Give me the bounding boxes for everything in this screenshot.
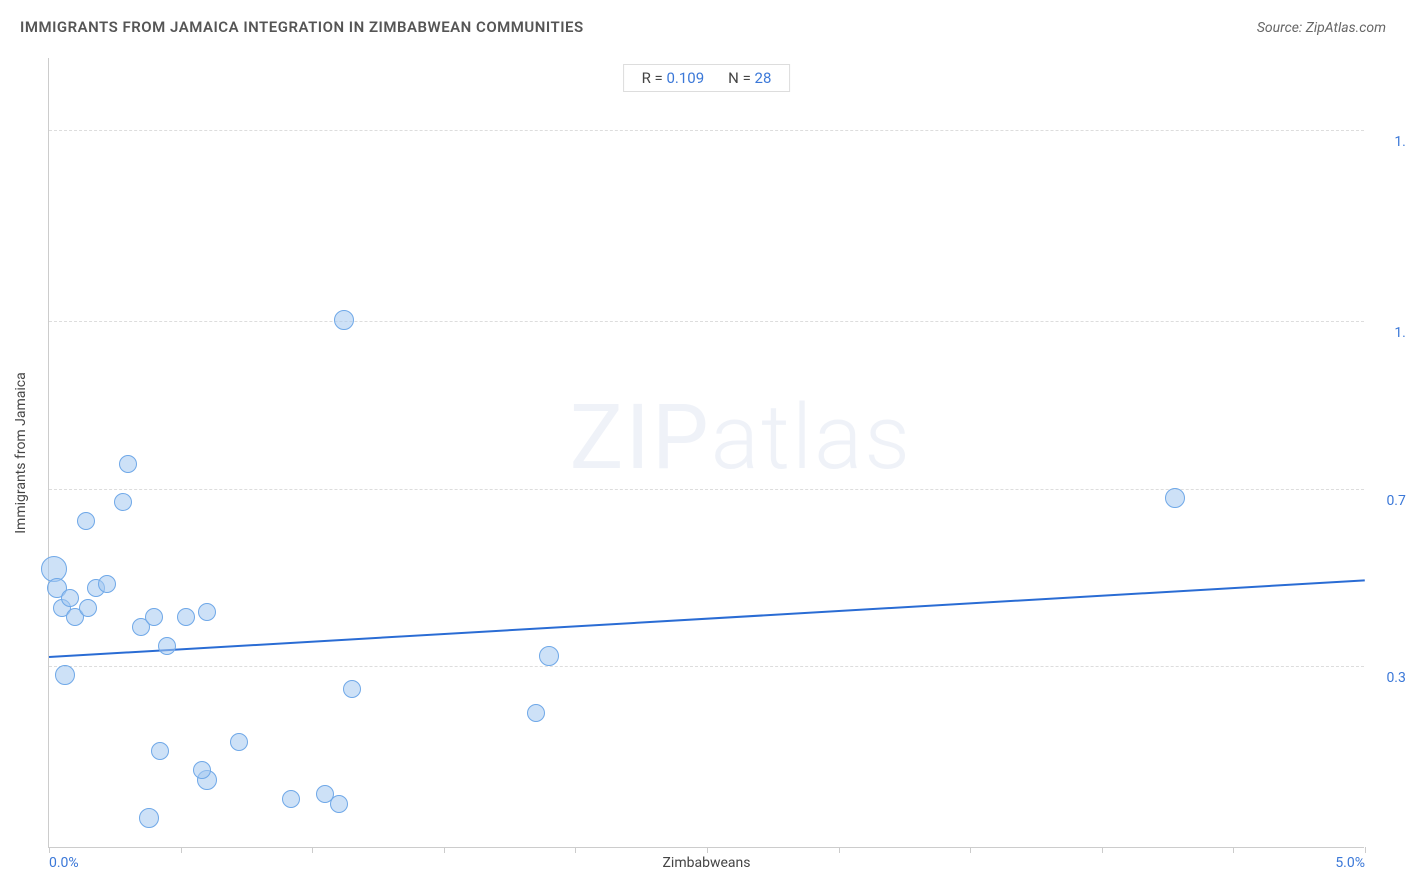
source-prefix: Source:	[1257, 20, 1306, 36]
data-point	[98, 575, 116, 593]
data-point	[198, 603, 216, 621]
watermark-zip: ZIP	[570, 384, 711, 489]
stat-r-value: 0.109	[666, 69, 704, 87]
x-tick	[49, 847, 50, 853]
stat-r-label: R =	[642, 69, 667, 87]
data-point	[343, 680, 361, 698]
x-tick	[839, 847, 840, 853]
y-axis-title: Immigrants from Jamaica	[13, 372, 29, 534]
y-tick-label: 1.1%	[1374, 325, 1406, 341]
gridline-h	[49, 489, 1364, 490]
data-point	[55, 665, 75, 685]
x-min-label: 0.0%	[49, 855, 79, 871]
stat-n-label: N =	[728, 69, 754, 87]
data-point	[193, 761, 211, 779]
stat-n: N = 28	[728, 69, 771, 87]
x-tick	[575, 847, 576, 853]
data-point	[77, 512, 95, 530]
stat-r: R = 0.109	[642, 69, 705, 87]
x-tick	[707, 847, 708, 853]
data-point	[114, 493, 132, 511]
y-tick-label: 1.5%	[1374, 134, 1406, 150]
data-point	[151, 742, 169, 760]
data-point	[1165, 488, 1185, 508]
stat-n-value: 28	[755, 69, 772, 87]
chart-header: IMMIGRANTS FROM JAMAICA INTEGRATION IN Z…	[20, 18, 1386, 36]
x-tick	[1365, 847, 1366, 853]
data-point	[119, 455, 137, 473]
x-tick	[444, 847, 445, 853]
x-max-label: 5.0%	[1335, 855, 1365, 871]
x-axis-title: Zimbabweans	[663, 855, 751, 871]
x-tick	[312, 847, 313, 853]
data-point	[139, 808, 159, 828]
gridline-h	[49, 666, 1364, 667]
source-name: ZipAtlas.com	[1306, 20, 1386, 36]
data-point	[158, 637, 176, 655]
data-point	[79, 599, 97, 617]
chart-source: Source: ZipAtlas.com	[1257, 20, 1386, 36]
data-point	[282, 790, 300, 808]
data-point	[330, 795, 348, 813]
x-tick	[181, 847, 182, 853]
gridline-h	[49, 321, 1364, 322]
data-point	[145, 608, 163, 626]
data-point	[539, 646, 559, 666]
x-tick	[970, 847, 971, 853]
y-tick-label: 0.75%	[1374, 493, 1406, 509]
scatter-chart: ZIPatlas R = 0.109 N = 28 Immigrants fro…	[48, 58, 1364, 848]
chart-title: IMMIGRANTS FROM JAMAICA INTEGRATION IN Z…	[20, 18, 584, 36]
data-point	[230, 733, 248, 751]
x-tick	[1102, 847, 1103, 853]
gridline-h	[49, 130, 1364, 131]
watermark-atlas: atlas	[711, 384, 912, 489]
data-point	[177, 608, 195, 626]
data-point	[527, 704, 545, 722]
y-tick-label: 0.38%	[1374, 670, 1406, 686]
x-tick	[1233, 847, 1234, 853]
regression-line	[49, 580, 1365, 659]
data-point	[61, 589, 79, 607]
data-point	[334, 310, 354, 330]
watermark-text: ZIPatlas	[570, 384, 912, 489]
stats-box: R = 0.109 N = 28	[623, 64, 791, 92]
